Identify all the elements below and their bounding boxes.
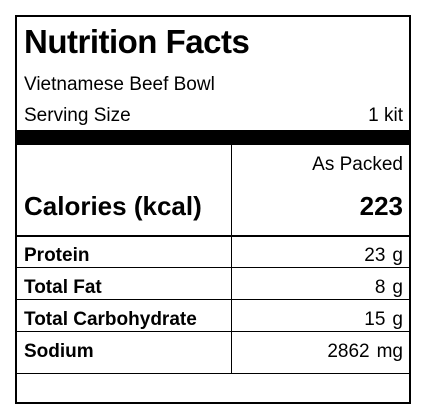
column-header: As Packed: [312, 154, 403, 175]
calories-divider: [17, 235, 409, 237]
nutrient-value-protein: 23 g: [364, 246, 403, 265]
nutrient-label-total-fat: Total Fat: [24, 277, 102, 298]
row-divider: [17, 331, 409, 332]
nutrient-label-sodium: Sodium: [24, 341, 94, 362]
nutrient-amount: 8: [374, 277, 386, 298]
nutrient-unit: mg: [376, 341, 403, 362]
nutrient-value-total-carbohydrate: 15 g: [364, 310, 403, 329]
nutrient-unit: g: [392, 309, 403, 330]
nutrient-amount: 23: [364, 245, 386, 266]
serving-size-value: 1 kit: [368, 105, 403, 126]
nutrient-amount: 15: [364, 309, 386, 330]
product-name: Vietnamese Beef Bowl: [24, 74, 215, 95]
thick-divider: [17, 130, 409, 145]
serving-size-label: Serving Size: [24, 105, 131, 126]
column-divider: [231, 145, 232, 374]
nutrient-amount: 2862: [327, 341, 370, 362]
nutrient-unit: g: [392, 245, 403, 266]
label-title: Nutrition Facts: [24, 23, 250, 60]
nutrition-facts-label: Nutrition Facts Vietnamese Beef Bowl Ser…: [15, 15, 411, 404]
row-divider: [17, 267, 409, 268]
row-divider: [17, 373, 409, 374]
calories-label: Calories (kcal): [24, 191, 202, 221]
row-divider: [17, 299, 409, 300]
calories-value: 223: [359, 191, 403, 221]
nutrient-label-total-carbohydrate: Total Carbohydrate: [24, 309, 197, 330]
nutrient-unit: g: [392, 277, 403, 298]
nutrient-label-protein: Protein: [24, 245, 90, 266]
nutrient-value-sodium: 2862 mg: [327, 342, 403, 361]
